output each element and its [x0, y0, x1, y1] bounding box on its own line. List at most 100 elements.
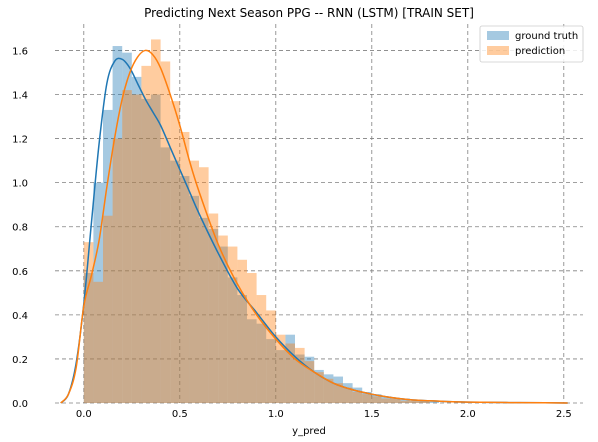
histogram-bar — [323, 378, 334, 403]
histogram-bar — [170, 101, 180, 403]
histogram-bar — [314, 369, 324, 403]
histogram-bar — [362, 391, 372, 403]
y-tick-label: 0.0 — [12, 399, 28, 410]
histogram-bar — [122, 52, 132, 403]
chart-title: Predicting Next Season PPG -- RNN (LSTM)… — [144, 6, 474, 20]
histogram-bar — [103, 215, 113, 403]
histogram-bar — [179, 176, 190, 403]
histogram-bar — [419, 400, 430, 403]
histogram-bar — [179, 131, 190, 403]
histogram-bar — [247, 272, 257, 403]
x-tick-label: 1.0 — [268, 409, 284, 420]
kde-curves — [60, 49, 568, 404]
histogram-bar — [160, 61, 171, 404]
x-tick-label: 0.0 — [76, 409, 92, 420]
y-tick-label: 1.6 — [12, 46, 28, 57]
histogram-bar — [285, 343, 295, 403]
histogram-bar — [343, 383, 353, 403]
histogram-bar — [83, 242, 94, 403]
x-tick-label: 2.5 — [556, 409, 572, 420]
histogram-bar — [391, 398, 401, 403]
histogram-bar — [295, 347, 305, 403]
x-tick-label: 1.5 — [364, 409, 380, 420]
y-tick-label: 1.4 — [12, 91, 28, 102]
histogram-bar — [352, 391, 363, 403]
histogram-bar — [333, 376, 343, 403]
histogram-bar — [93, 182, 103, 403]
histogram-bar — [391, 398, 401, 403]
histogram-bar — [362, 394, 372, 403]
histogram-bar — [275, 350, 286, 403]
histogram-bar — [160, 147, 171, 403]
histogram-bar — [314, 372, 324, 403]
histogram-bar — [266, 339, 276, 403]
y-tick-label: 0.8 — [12, 223, 28, 234]
histogram-bar — [208, 228, 219, 403]
legend-label-prediction: prediction — [515, 46, 565, 57]
histogram-bar — [199, 217, 209, 403]
histogram-bar — [400, 400, 411, 403]
histogram-bar — [256, 323, 267, 403]
histogram-bar — [333, 383, 343, 403]
histogram-bar — [141, 98, 151, 403]
x-tick-label: 2.0 — [460, 409, 476, 420]
histogram-bar — [410, 400, 420, 403]
histogram-bar — [83, 272, 94, 403]
histogram-bar — [304, 361, 315, 403]
histogram-bar — [151, 39, 161, 404]
histogram-bar — [410, 400, 420, 403]
histogram-bar — [275, 334, 286, 403]
histogram-bar — [122, 90, 132, 404]
histogram-bar — [218, 246, 228, 403]
histogram-bar — [285, 334, 295, 403]
histogram-bar — [429, 400, 439, 403]
histogram-bar — [237, 259, 247, 403]
axis-ticks: 0.0 0.5 1.0 1.5 2.0 2.5 0.0 0.2 0.4 0.6 0.8 1.0 1.2 1… — [12, 46, 572, 420]
histogram-bar — [371, 396, 382, 403]
legend-label-ground-truth: ground truth — [515, 31, 578, 42]
y-tick-label: 0.2 — [12, 355, 28, 366]
histogram-bar — [304, 356, 315, 403]
histogram-bar — [256, 295, 267, 403]
histogram-bar — [131, 76, 142, 403]
histogram-bar — [237, 295, 247, 403]
kde-curve-prediction — [60, 49, 568, 404]
legend: ground truth prediction — [479, 25, 584, 63]
histogram-bar — [112, 138, 123, 403]
legend-swatch-ground-truth — [487, 31, 509, 40]
histogram-bar — [208, 213, 219, 403]
y-tick-label: 0.6 — [12, 267, 28, 278]
y-tick-label: 0.4 — [12, 311, 28, 322]
histogram-bar — [419, 400, 430, 403]
histogram-bar — [93, 281, 103, 403]
histogram-bar — [141, 65, 151, 404]
histogram-bar — [151, 94, 161, 403]
histogram-bar — [352, 387, 363, 403]
histogram-bar — [400, 398, 411, 403]
histogram-bar — [189, 195, 199, 403]
histogram-bar — [381, 398, 391, 403]
histogram-bar — [189, 160, 199, 403]
histogram-bar — [343, 387, 353, 403]
x-axis-label: y_pred — [292, 426, 326, 437]
histogram-bar — [103, 109, 113, 404]
histogram-bar — [170, 160, 180, 403]
histogram-bar — [323, 374, 334, 403]
histogram-bar — [266, 310, 276, 403]
histogram-bar — [112, 46, 123, 404]
y-tick-label: 1.0 — [12, 179, 28, 190]
y-tick-label: 1.2 — [12, 135, 28, 146]
histogram-bars — [83, 39, 439, 404]
x-tick-label: 0.5 — [172, 409, 188, 420]
histogram-bar — [218, 235, 228, 403]
histogram-bar — [295, 354, 305, 403]
histogram-bar — [381, 396, 391, 403]
legend-swatch-prediction — [487, 46, 509, 55]
histogram-bar — [199, 167, 209, 403]
legend-box — [479, 25, 584, 63]
histogram-bar — [371, 394, 382, 403]
histogram-bar — [247, 319, 257, 403]
histogram-bar — [131, 94, 142, 403]
histogram-bar — [227, 246, 238, 403]
